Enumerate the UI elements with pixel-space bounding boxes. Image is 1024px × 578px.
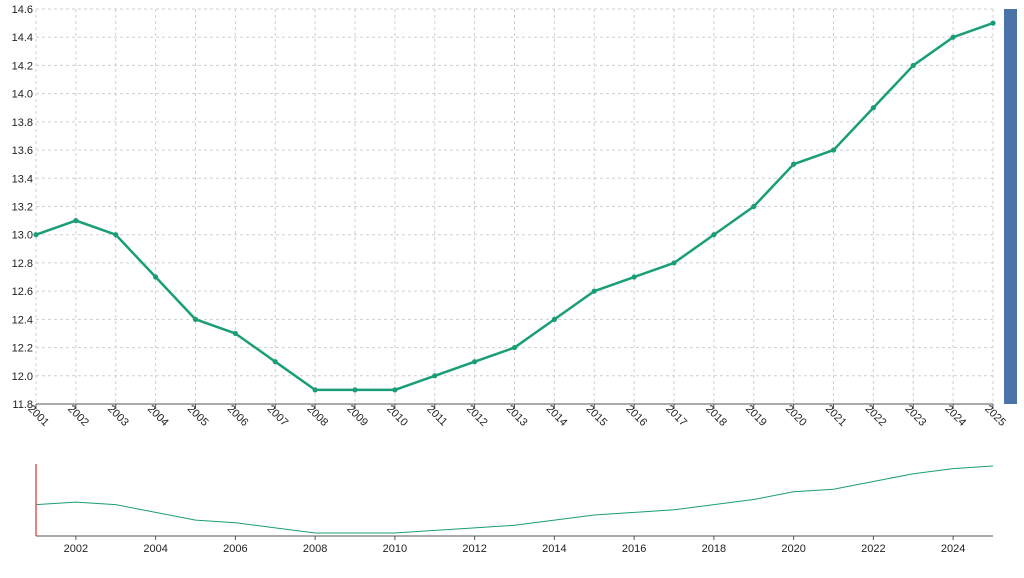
y-tick-label: 14.6 [12, 4, 33, 16]
data-point [751, 203, 757, 210]
x-tick-label: 2017 [663, 403, 689, 429]
y-tick-label: 13.0 [12, 230, 33, 242]
x-tick-label: 2025 [982, 403, 1008, 429]
data-point [73, 218, 79, 224]
data-point [472, 359, 478, 365]
data-point [113, 232, 119, 238]
x-tick-label: 2020 [783, 403, 809, 429]
x-tick-label: 2004 [145, 403, 171, 429]
x-tick-label: 2018 [703, 403, 729, 429]
data-point [950, 34, 956, 40]
y-tick-label: 12.4 [12, 314, 33, 326]
data-point [551, 316, 557, 322]
navigator-tick-label: 2018 [702, 543, 726, 555]
navigator-tick-label: 2002 [64, 543, 88, 555]
data-point [711, 232, 717, 238]
data-point [352, 387, 358, 393]
x-tick-label: 2009 [344, 403, 370, 429]
data-point [631, 274, 637, 280]
data-point [830, 147, 837, 153]
navigator-tick-label: 2006 [223, 543, 247, 555]
y-tick-label: 12.0 [12, 371, 33, 383]
data-point [591, 288, 597, 294]
navigator-tick-label: 2022 [861, 543, 885, 555]
y-tick-label: 13.2 [12, 202, 33, 214]
x-tick-label: 2023 [902, 403, 928, 429]
data-point [432, 373, 438, 379]
y-tick-label: 14.4 [12, 32, 33, 44]
data-point [990, 20, 996, 26]
data-point [511, 344, 518, 351]
data-point [153, 274, 159, 280]
vertical-scrollbar[interactable] [1004, 9, 1017, 404]
data-point [392, 387, 398, 393]
x-tick-label: 2022 [863, 403, 889, 429]
x-tick-label: 2007 [264, 403, 290, 429]
x-tick-label: 2011 [424, 403, 449, 428]
x-tick-label: 2010 [384, 403, 410, 429]
y-tick-label: 14.0 [12, 89, 33, 101]
x-tick-label: 2012 [464, 403, 490, 429]
y-tick-label: 12.6 [12, 286, 33, 298]
data-point [870, 105, 876, 111]
y-tick-label: 11.8 [12, 399, 33, 411]
x-tick-label: 2024 [942, 403, 968, 429]
data-point [33, 232, 39, 238]
x-axis: 2001 2002 2003 2004 2005 2006 2007 2008 2009 2010… [25, 403, 1008, 429]
navigator-tick-label: 2024 [941, 543, 965, 555]
data-point [192, 316, 199, 322]
x-tick-label: 2001 [25, 403, 51, 429]
navigator-series-line [35, 465, 994, 534]
x-tick-label: 2003 [105, 403, 131, 429]
y-axis: 11.8 12.0 12.2 12.4 12.6 12.8 13.0 13.2 13.4 13.6… [12, 4, 33, 411]
x-tick-label: 2019 [743, 403, 769, 429]
data-point [671, 260, 677, 266]
navigator-tick-label: 2010 [383, 543, 407, 555]
x-tick-label: 2013 [504, 403, 530, 429]
data-point [312, 387, 318, 393]
navigator[interactable]: 2002 2004 2006 2008 2010 2012 2014 2016 2018 2020… [35, 464, 994, 555]
series-group [33, 20, 996, 393]
navigator-tick-label: 2008 [303, 543, 327, 555]
navigator-tick-label: 2012 [462, 543, 486, 555]
x-tick-label: 2005 [185, 403, 211, 429]
navigator-tick-label: 2016 [622, 543, 646, 555]
x-tick-label: 2006 [225, 403, 251, 429]
data-point [791, 161, 797, 167]
grid [35, 8, 994, 405]
y-tick-label: 13.4 [12, 173, 33, 185]
x-tick-label: 2015 [583, 403, 609, 429]
y-tick-label: 13.8 [12, 117, 33, 129]
x-tick-label: 2002 [65, 403, 91, 429]
navigator-tick-label: 2014 [542, 543, 566, 555]
y-tick-label: 14.2 [12, 60, 33, 72]
y-tick-label: 13.6 [12, 145, 33, 157]
y-tick-label: 12.2 [12, 343, 33, 355]
x-tick-label: 2014 [544, 403, 570, 429]
data-point [272, 359, 278, 365]
navigator-tick-label: 2004 [143, 543, 167, 555]
y-tick-label: 12.8 [12, 258, 33, 270]
x-tick-label: 2008 [304, 403, 330, 429]
navigator-tick-label: 2020 [781, 543, 805, 555]
x-tick-label: 2021 [823, 403, 849, 429]
x-tick-label: 2016 [623, 403, 649, 429]
data-point [910, 62, 916, 69]
data-point [232, 330, 238, 337]
